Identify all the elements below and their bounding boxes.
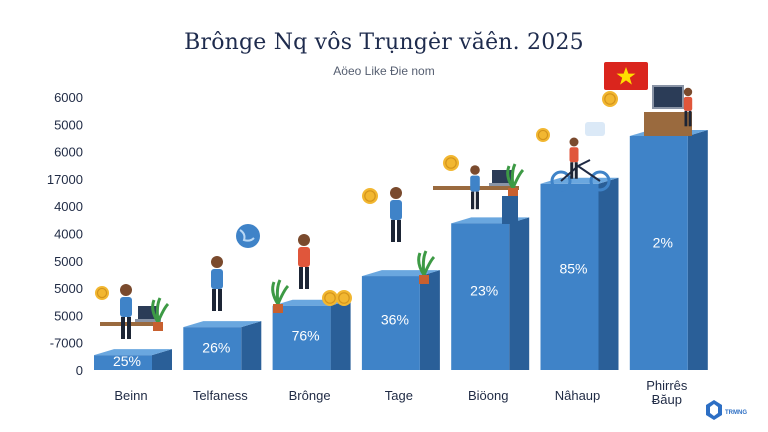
- x-tick-label: Telfaness: [193, 388, 248, 403]
- plant-icon: [417, 250, 436, 284]
- person-icon: [211, 256, 223, 311]
- data-label: 25%: [113, 353, 141, 369]
- x-tick-label: Phirrês Ƀăup: [646, 378, 688, 407]
- logo-icon: TRMNG: [706, 400, 747, 420]
- bar-side: [241, 321, 262, 370]
- data-label: 2%: [653, 234, 673, 250]
- data-label: 26%: [202, 339, 230, 355]
- bar: [361, 276, 420, 370]
- y-tick-label: 5000: [54, 281, 83, 296]
- x-tick-label: Brônge: [289, 388, 331, 403]
- person-icon: [569, 137, 579, 179]
- data-label: 36%: [381, 311, 409, 327]
- bar-top: [183, 321, 262, 328]
- data-label: 85%: [559, 261, 587, 277]
- x-tick-label: Beinn: [114, 388, 147, 403]
- x-tick-label: Nâhaup: [555, 388, 601, 403]
- bicycle-icon: [550, 159, 611, 192]
- data-label: 76%: [292, 328, 320, 344]
- x-tick-label: Tage: [385, 388, 413, 403]
- bar: [183, 327, 242, 370]
- y-tick-label: -7000: [50, 336, 83, 351]
- bar: [629, 136, 688, 370]
- coin-icon: [536, 128, 550, 142]
- watermark-text: TRMNG: [725, 410, 747, 416]
- person-icon: [120, 284, 132, 339]
- x-tick-label: Biöong: [468, 388, 508, 403]
- bar-side: [687, 130, 708, 370]
- bar-top: [94, 349, 172, 356]
- bar-side: [330, 299, 351, 370]
- plant-icon: [151, 297, 170, 331]
- bar: [94, 355, 152, 370]
- desk: [644, 112, 692, 136]
- y-tick-label: 0: [76, 363, 83, 378]
- bar: [540, 183, 599, 370]
- plant-icon: [271, 279, 290, 313]
- person-icon: [390, 187, 402, 242]
- coin-icon: [443, 155, 459, 171]
- y-tick-label: 6000: [54, 90, 83, 105]
- bar-side: [419, 270, 440, 370]
- y-tick-label: 5000: [54, 117, 83, 132]
- coin-icon: [95, 286, 109, 300]
- y-tick-label: 6000: [54, 145, 83, 160]
- chat-bubble-icon: [585, 122, 605, 136]
- flag-icon: [604, 62, 648, 90]
- coin-icon: [336, 290, 352, 306]
- globe-icon: [236, 224, 260, 248]
- coin-icon: [602, 91, 618, 107]
- cabinet: [502, 196, 518, 224]
- monitor-icon: [652, 85, 684, 109]
- bar-side: [598, 177, 619, 370]
- person-icon: [298, 234, 310, 289]
- person-icon: [470, 165, 480, 210]
- y-tick-label: 5000: [54, 308, 83, 323]
- y-tick-label: 4000: [54, 199, 83, 214]
- bar: [272, 305, 331, 370]
- chart-subtitle: Aöeo Like Ðie nom: [333, 64, 435, 78]
- y-tick-label: 5000: [54, 254, 83, 269]
- bar-side: [152, 349, 172, 370]
- chart-title: Brônge Nq vôs Trụngėr văên. 2025: [184, 30, 584, 55]
- bar: [451, 223, 510, 370]
- coin-icon: [362, 188, 378, 204]
- coin-icon: [322, 290, 338, 306]
- data-label: 23%: [470, 282, 498, 298]
- bar-side: [509, 217, 530, 370]
- y-tick-label: 4000: [54, 227, 83, 242]
- y-tick-label: 17000: [47, 172, 83, 187]
- plant-icon: [506, 163, 525, 197]
- person-icon: [683, 87, 693, 127]
